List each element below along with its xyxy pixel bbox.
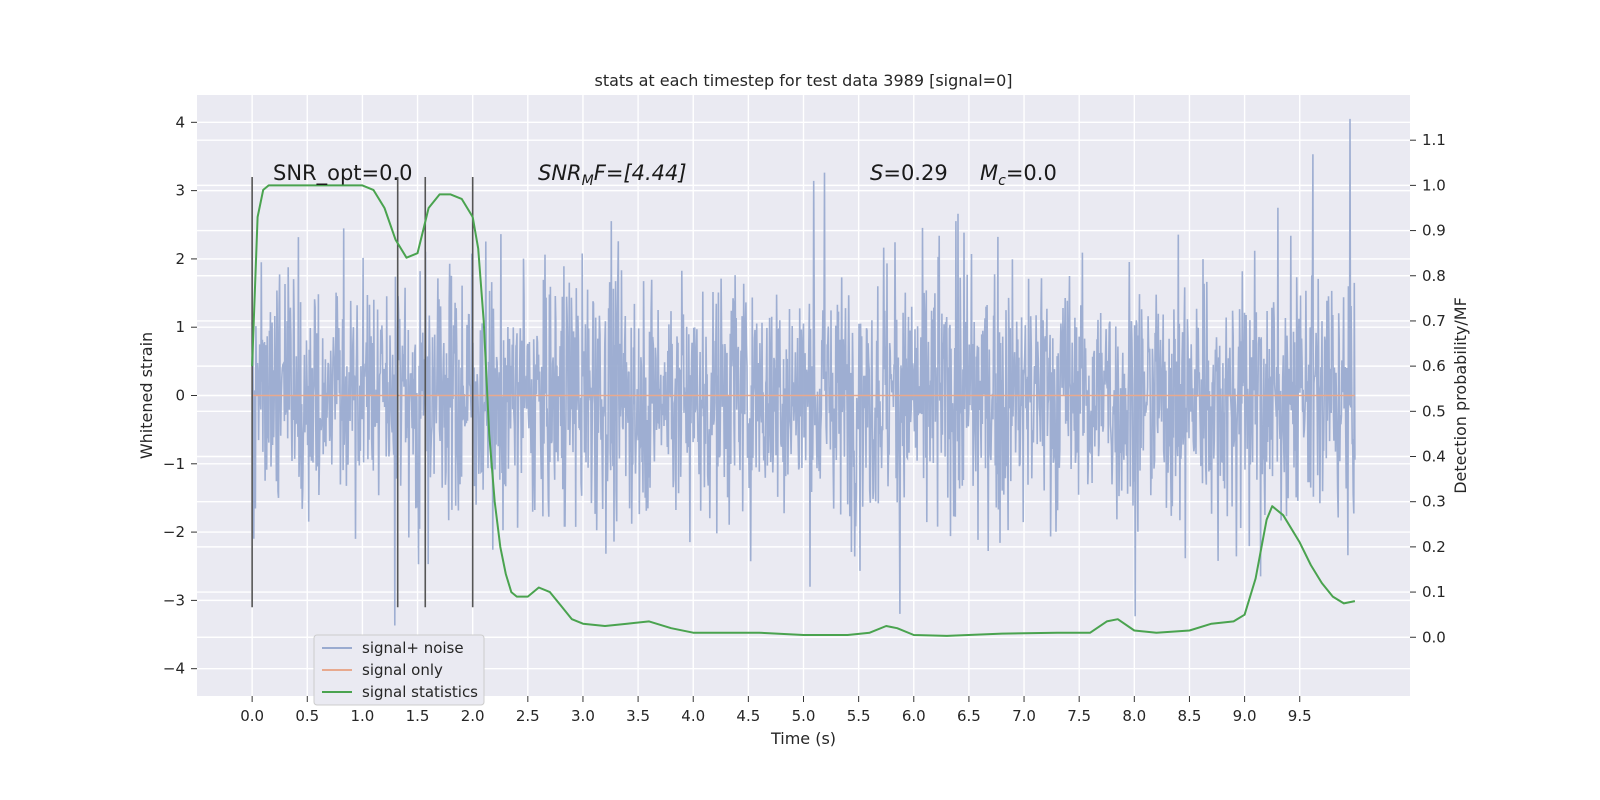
x-tick-label: 1.5 — [406, 707, 430, 725]
annotation-snr-mf-rest: F=[4.44] — [594, 161, 687, 185]
y-tick-label: 1 — [175, 318, 185, 336]
annotation-s: S=0.29 — [870, 161, 948, 185]
y2-tick-label: 0.3 — [1422, 493, 1446, 511]
annotation-snr-mf: SNRMF=[4.44] — [538, 161, 687, 189]
y2-tick-label: 0.1 — [1422, 583, 1446, 601]
annotation-snr-opt: SNR_opt=0.0 — [273, 161, 413, 186]
y2-tick-label: 1.1 — [1422, 131, 1446, 149]
y-tick-label: −3 — [163, 591, 185, 609]
annotation-snr-mf-sub: M — [582, 173, 594, 189]
annotation-mc: Mc=0.0 — [980, 161, 1057, 189]
x-tick-label: 0.0 — [240, 707, 264, 725]
annotation-mc-sub: c — [998, 173, 1006, 189]
y-tick-label: 4 — [175, 113, 185, 131]
annotation-mc-value: =0.0 — [1006, 161, 1057, 185]
y2-tick-label: 0.7 — [1422, 312, 1446, 330]
y2-tick-label: 0.9 — [1422, 222, 1446, 240]
x-tick-label: 8.0 — [1122, 707, 1146, 725]
y2-tick-label: 0.6 — [1422, 357, 1446, 375]
x-tick-label: 2.5 — [516, 707, 540, 725]
x-tick-label: 0.5 — [295, 707, 319, 725]
legend: signal+ noise signal only signal statist… — [313, 634, 485, 706]
y-tick-label: 0 — [175, 387, 185, 405]
noise-trace — [251, 118, 1356, 626]
x-tick-label: 6.5 — [957, 707, 981, 725]
y2-tick-label: 0.0 — [1422, 628, 1446, 646]
y-axis-title: Whitened strain — [137, 332, 156, 459]
x-tick-label: 4.0 — [681, 707, 705, 725]
x-tick-label: 7.0 — [1012, 707, 1036, 725]
y2-tick-label: 1.0 — [1422, 176, 1446, 194]
chart-title: stats at each timestep for test data 398… — [594, 71, 1012, 90]
x-tick-label: 8.5 — [1178, 707, 1202, 725]
vertical-markers — [251, 176, 474, 608]
noise-series — [251, 118, 1356, 626]
y-tick-label: 3 — [175, 182, 185, 200]
x-tick-label: 3.5 — [626, 707, 650, 725]
legend-box — [313, 634, 485, 706]
annotation-snr-mf-base: SNR — [538, 161, 582, 185]
y2-tick-label: 0.4 — [1422, 448, 1446, 466]
x-tick-label: 9.0 — [1233, 707, 1257, 725]
y-tick-label: −2 — [163, 523, 185, 541]
legend-label-signal-statistics: signal statistics — [362, 683, 478, 701]
annotation-s-value: =0.29 — [883, 161, 947, 185]
y-tick-label: −1 — [163, 455, 185, 473]
x-tick-label: 1.0 — [350, 707, 374, 725]
signal-statistics-series — [251, 184, 1356, 637]
x-tick-label: 6.0 — [902, 707, 926, 725]
x-tick-label: 5.0 — [792, 707, 816, 725]
annotation-s-symbol: S — [870, 161, 883, 185]
x-tick-label: 4.5 — [736, 707, 760, 725]
annotation-mc-symbol: M — [980, 161, 998, 185]
legend-label-signal-noise: signal+ noise — [362, 639, 464, 657]
y2-axis-title: Detection probability/MF — [1451, 297, 1470, 494]
y2-tick-label: 0.8 — [1422, 267, 1446, 285]
y-tick-label: −4 — [163, 660, 185, 678]
legend-label-signal-only: signal only — [362, 661, 443, 679]
y-tick-label: 2 — [175, 250, 185, 268]
y2-tick-label: 0.5 — [1422, 402, 1446, 420]
x-axis-title: Time (s) — [770, 729, 836, 748]
x-tick-label: 2.0 — [461, 707, 485, 725]
signal-statistics-line — [251, 184, 1356, 637]
y2-tick-label: 0.2 — [1422, 538, 1446, 556]
axis-ticks: 0.0 0.5 1.0 1.5 2.0 2.5 3.0 3.5 4.0 4.5 5.0 5.5 6.0 6… — [163, 113, 1446, 725]
x-tick-label: 7.5 — [1067, 707, 1091, 725]
x-tick-label: 5.5 — [847, 707, 871, 725]
x-tick-label: 3.0 — [571, 707, 595, 725]
x-tick-label: 9.5 — [1288, 707, 1312, 725]
